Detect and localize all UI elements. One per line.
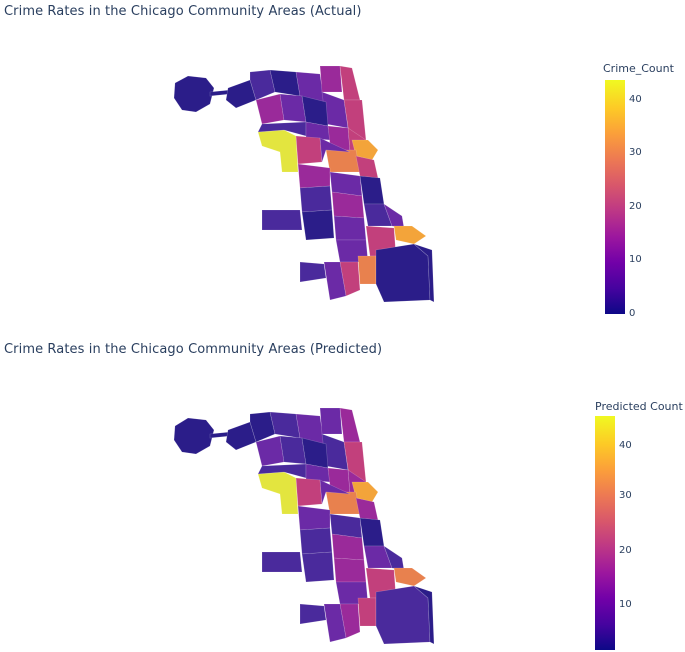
area-south-shore-amber[interactable] [393,225,427,245]
area-austin-yellow[interactable] [257,471,299,515]
area-northwest-2[interactable] [249,411,276,443]
predicted-map-title: Crime Rates in the Chicago Community Are… [4,342,383,357]
area-south-1[interactable] [359,517,385,547]
predicted-map-panel: Crime Rates in the Chicago Community Are… [0,326,685,652]
area-west-4[interactable] [295,135,323,165]
area-sw-3[interactable] [333,557,367,583]
area-far-south-5[interactable] [413,243,435,303]
area-far-south-2[interactable] [339,603,361,639]
area-ohare[interactable] [173,417,215,455]
area-south-2[interactable] [299,527,333,555]
area-west-1[interactable] [257,463,307,479]
actual-tick-20: 20 [629,201,642,212]
area-west-ridge[interactable] [339,407,361,443]
area-northwest-1[interactable] [225,79,257,109]
area-northwest-1[interactable] [225,421,257,451]
area-far-south-1[interactable] [375,585,431,645]
area-rogers-park[interactable] [319,65,343,93]
area-west-5[interactable] [319,479,351,505]
actual-map-panel: Crime Rates in the Chicago Community Are… [4,4,674,319]
actual-tick-10: 10 [629,254,642,265]
actual-tick-40: 40 [629,94,642,105]
area-south-1[interactable] [359,175,385,205]
area-sw-5[interactable] [357,597,377,627]
actual-colorbar [605,80,625,314]
area-south-3[interactable] [331,191,365,219]
area-sw-1[interactable] [261,551,303,573]
area-austin-yellow[interactable] [257,129,299,173]
area-northwest-2[interactable] [249,69,276,101]
area-humboldt-orange[interactable] [325,491,361,515]
area-west-6[interactable] [297,505,331,531]
actual-colorbar-title: Crime_Count [603,62,674,75]
predicted-tick-10: 10 [619,599,632,610]
actual-choropleth-map [173,65,435,303]
area-far-south-4[interactable] [299,261,327,283]
area-far-south-2[interactable] [339,261,361,297]
area-rogers-park[interactable] [319,407,343,435]
predicted-colorbar [595,416,615,650]
area-west-ridge[interactable] [339,65,361,101]
area-far-south-3[interactable] [323,261,347,301]
area-far-south-3[interactable] [323,603,347,643]
actual-tick-30: 30 [629,147,642,158]
area-west-6[interactable] [297,163,331,189]
area-sw-5[interactable] [357,255,377,285]
predicted-choropleth-map [173,407,435,645]
predicted-tick-40: 40 [619,440,632,451]
area-loop[interactable] [355,155,379,179]
area-sw-1[interactable] [261,209,303,231]
area-sw-3[interactable] [333,215,367,241]
area-far-south-1[interactable] [375,243,431,303]
predicted-colorbar-title: Predicted Count [595,400,683,413]
area-loop[interactable] [355,497,379,521]
area-south-2[interactable] [299,185,333,213]
area-far-south-4[interactable] [299,603,327,625]
area-humboldt-orange[interactable] [325,149,361,173]
predicted-tick-20: 20 [619,545,632,556]
area-ohare[interactable] [173,75,215,113]
predicted-tick-30: 30 [619,490,632,501]
actual-map-title: Crime Rates in the Chicago Community Are… [4,4,362,19]
area-south-shore-amber[interactable] [393,567,427,587]
area-sw-2[interactable] [301,551,335,583]
area-sw-2[interactable] [301,209,335,241]
area-far-south-5[interactable] [413,585,435,645]
area-west-1[interactable] [257,121,307,137]
area-west-5[interactable] [319,137,351,163]
actual-tick-0: 0 [629,308,636,319]
area-south-3[interactable] [331,533,365,561]
area-west-4[interactable] [295,477,323,507]
